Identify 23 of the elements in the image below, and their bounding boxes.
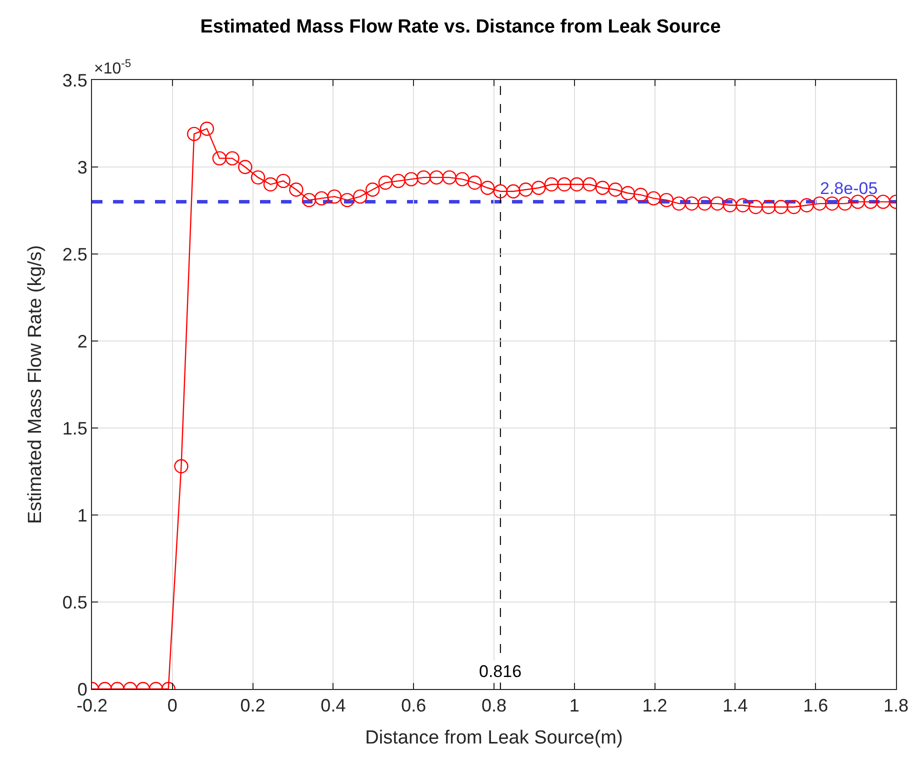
ref-line-label: 0.816 xyxy=(479,662,522,681)
chart-title: Estimated Mass Flow Rate vs. Distance from Leak Source xyxy=(200,16,721,38)
x-tick-label: 1.4 xyxy=(722,696,748,716)
x-axis-title: Distance from Leak Source(m) xyxy=(365,727,623,748)
y-tick-label: 3 xyxy=(77,157,88,178)
y-tick-label: 1.5 xyxy=(62,418,88,438)
y-axis-title: Estimated Mass Flow Rate (kg/s) xyxy=(25,245,46,524)
x-tick-label: 1.8 xyxy=(883,696,909,716)
y-tick-label: 0.5 xyxy=(62,592,88,612)
y-tick-label: 2.5 xyxy=(62,244,88,264)
y-tick-label: 3.5 xyxy=(62,70,88,90)
x-tick-label: 1.6 xyxy=(803,696,828,716)
x-tick-label: 0.6 xyxy=(401,696,426,716)
text: ×10$^{-5}$ xyxy=(94,58,132,78)
y-tick-label: 2 xyxy=(77,331,88,352)
y-tick-label: 1 xyxy=(77,505,88,526)
x-tick-label: 0 xyxy=(167,696,178,716)
x-tick-label: 1 xyxy=(569,696,580,716)
x-tick-label: 0.2 xyxy=(240,696,266,716)
x-tick-label: 1.2 xyxy=(642,696,668,716)
x-tick-label: 0.8 xyxy=(481,696,507,716)
x-tick-label: 0.4 xyxy=(320,696,346,716)
ref-line-label: 2.8e-05 xyxy=(820,179,878,198)
